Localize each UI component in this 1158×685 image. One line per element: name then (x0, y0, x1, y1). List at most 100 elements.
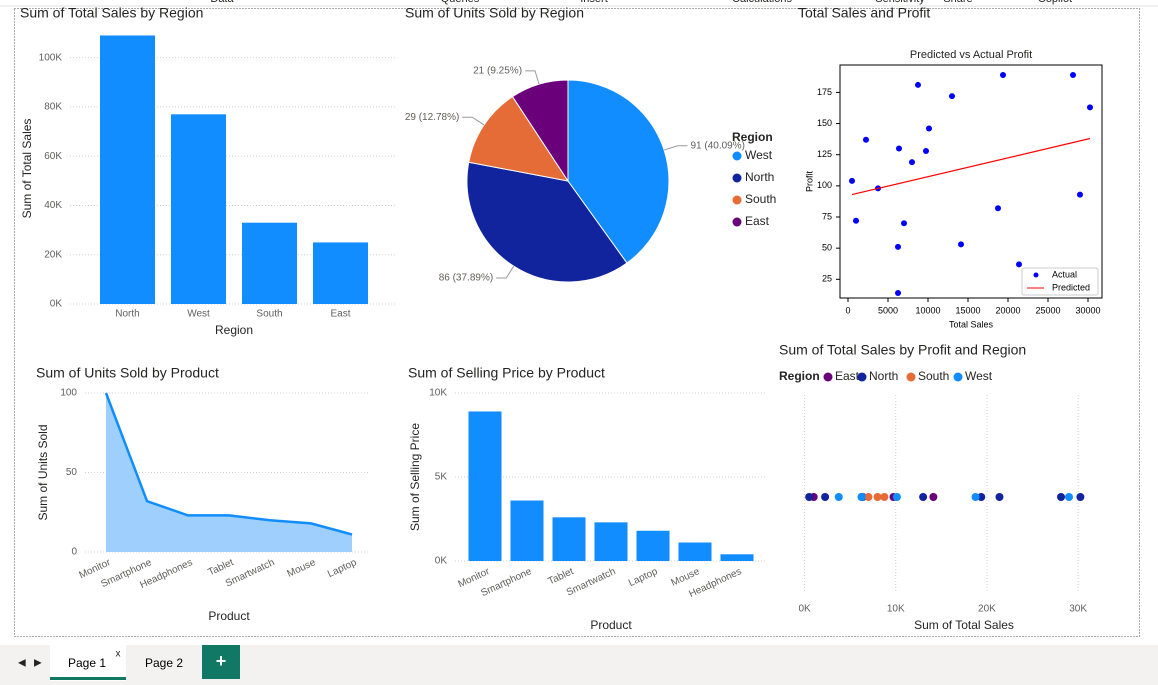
ribbon-tab: Share (943, 0, 972, 5)
y-tick-label: 25 (822, 274, 832, 284)
bar (594, 522, 628, 561)
bar (720, 554, 754, 561)
point (863, 136, 869, 143)
x-tick-label: South (256, 309, 282, 320)
y-tick-label: 5K (435, 472, 448, 483)
plot-frame (839, 64, 1103, 299)
tab-close[interactable]: x (116, 649, 121, 660)
legend-label: East (745, 214, 770, 228)
y-tick-label: 20K (44, 249, 62, 260)
x-tick-label: North (115, 309, 139, 320)
y-tick-label: 150 (817, 118, 832, 128)
legend-marker (953, 372, 963, 382)
y-tick-label: 40K (44, 200, 62, 211)
legend-marker (857, 372, 867, 382)
legend-label: South (918, 369, 949, 383)
leader-line (496, 265, 515, 279)
tab-bar (0, 645, 1158, 685)
y-tick-label: 10K (429, 388, 447, 399)
leader-line (525, 70, 540, 85)
tab-label[interactable]: Page 2 (145, 656, 183, 670)
point (926, 125, 932, 132)
chart-title: Sum of Units Sold by Region (405, 5, 584, 21)
point (895, 290, 901, 297)
point (995, 205, 1001, 212)
point (880, 493, 889, 501)
x-tick-label: 20000 (995, 305, 1020, 315)
bar (636, 530, 670, 561)
y-tick-label: 0 (71, 547, 77, 558)
add-page-button[interactable] (202, 645, 240, 679)
y-tick-label: 50 (822, 243, 832, 253)
ribbon-tab: Data (210, 0, 234, 5)
y-tick-label: 60K (44, 151, 62, 162)
point (895, 243, 901, 250)
pie-slice (466, 161, 628, 283)
point (971, 493, 980, 501)
legend-marker (732, 217, 742, 227)
tab-underline (50, 677, 126, 680)
bar (678, 542, 712, 561)
point (1016, 261, 1022, 268)
point (995, 493, 1004, 501)
data-label: 21 (9.25%) (473, 65, 522, 76)
x-axis-label: Total Sales (949, 319, 994, 329)
y-tick-label: 125 (817, 149, 832, 159)
legend-marker (906, 372, 916, 382)
x-tick-label: Laptop (627, 566, 660, 589)
point (909, 159, 915, 166)
bar (313, 242, 368, 304)
point (949, 93, 955, 100)
point (915, 81, 921, 88)
tab-scroll-left[interactable]: ◀ (18, 658, 26, 669)
x-tick-label: 15000 (955, 305, 980, 315)
regression-line (851, 137, 1091, 196)
chart-title: Total Sales and Profit (798, 5, 930, 21)
point (892, 493, 901, 501)
legend-label: Predicted (1052, 282, 1090, 292)
ribbon-tab: Copilot (1038, 0, 1072, 5)
tab-scroll-right[interactable]: ▶ (34, 658, 42, 669)
bar (242, 222, 297, 304)
point (821, 493, 830, 501)
legend-marker (1033, 272, 1039, 278)
x-tick-label: 10000 (915, 305, 940, 315)
x-tick-label: 0K (798, 604, 811, 615)
legend-marker (732, 173, 742, 183)
ribbon-tab: Calculations (732, 0, 792, 5)
pie-slice (468, 95, 570, 182)
x-tick-label: 30K (1069, 604, 1087, 615)
chart-title: Sum of Selling Price by Product (408, 365, 605, 381)
point (919, 493, 928, 501)
point (805, 493, 814, 501)
x-tick-label: Laptop (326, 557, 359, 580)
chart-title: Sum of Total Sales by Region (20, 5, 203, 21)
ribbon-tab: Queries (441, 0, 480, 5)
legend-label: East (835, 369, 860, 383)
add-page-icon[interactable]: + (216, 651, 227, 671)
data-label: 86 (37.89%) (439, 273, 493, 284)
point (977, 493, 986, 501)
x-axis-label: Product (590, 618, 632, 632)
bar (552, 517, 586, 561)
chart-title: Sum of Units Sold by Product (36, 365, 219, 381)
bar (468, 411, 502, 561)
y-tick-label: 0K (435, 556, 448, 567)
point (834, 493, 843, 501)
y-axis-label: Sum of Total Sales (20, 119, 34, 219)
legend-title: Region (732, 130, 773, 144)
area-fill (106, 393, 352, 552)
bar (510, 500, 544, 561)
leader-line (663, 145, 688, 151)
legend-label: North (745, 170, 774, 184)
legend-label: West (965, 369, 993, 383)
legend-label: West (745, 148, 773, 162)
x-tick-label: 25000 (1035, 305, 1060, 315)
x-tick-label: 5000 (878, 305, 898, 315)
tab-label[interactable]: Page 1 (68, 656, 106, 670)
tab-active[interactable] (50, 645, 126, 681)
point (1000, 71, 1006, 78)
point (864, 493, 873, 501)
